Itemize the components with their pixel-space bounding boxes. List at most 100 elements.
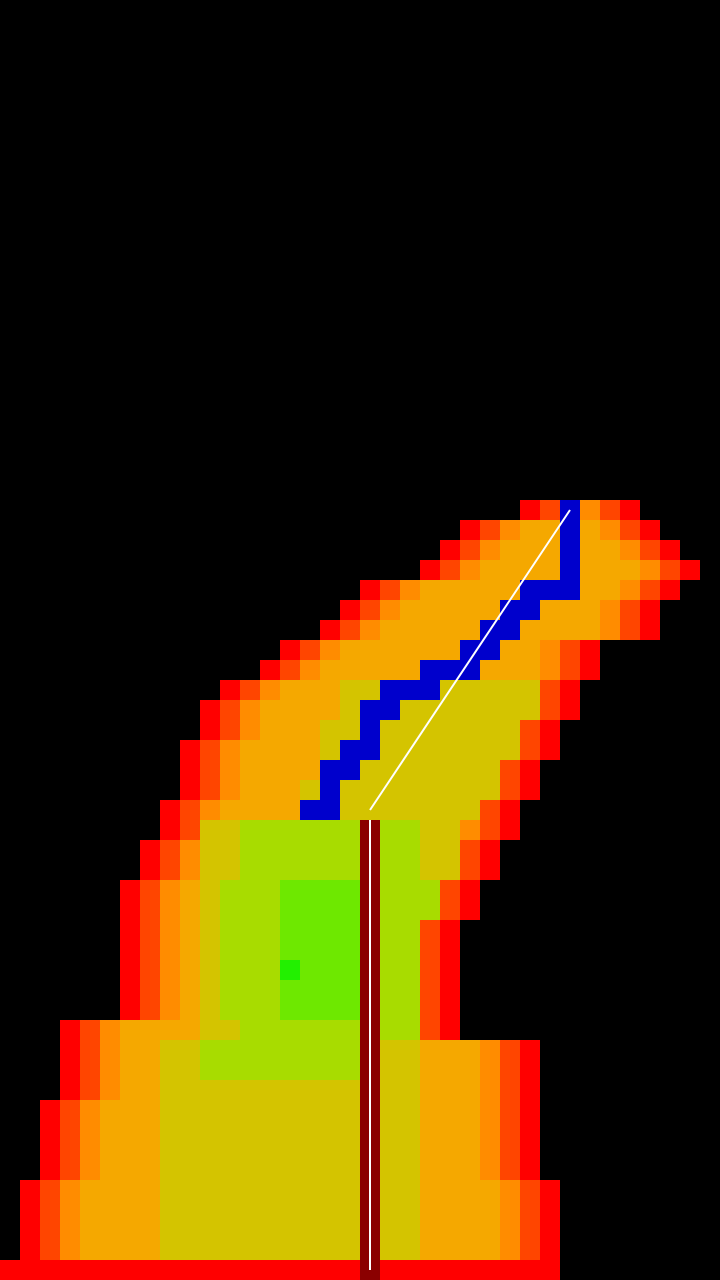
heat-cell — [540, 660, 560, 680]
heat-cell — [240, 860, 260, 880]
heat-cell — [240, 820, 260, 840]
heat-cell — [80, 1040, 100, 1060]
heat-cell — [460, 580, 480, 600]
heat-cell — [340, 680, 360, 700]
heat-cell — [440, 1200, 460, 1220]
heat-cell — [300, 1060, 320, 1080]
path-cell — [360, 740, 380, 760]
heat-cell — [420, 640, 440, 660]
heat-cell — [480, 820, 500, 840]
heat-cell — [240, 1120, 260, 1140]
heat-cell — [300, 700, 320, 720]
heat-cell — [140, 1040, 160, 1060]
heat-cell — [380, 580, 400, 600]
heat-cell — [420, 1160, 440, 1180]
heat-cell — [560, 600, 580, 620]
heat-cell — [420, 1140, 440, 1160]
heat-cell — [80, 1180, 100, 1200]
heat-cell — [80, 1120, 100, 1140]
heat-cell — [520, 1120, 540, 1140]
heat-cell — [280, 1020, 300, 1040]
heat-cell — [280, 880, 300, 900]
heat-cell — [40, 1140, 60, 1160]
heat-cell — [260, 1220, 280, 1240]
heat-cell — [440, 640, 460, 660]
heat-cell — [280, 1240, 300, 1260]
heat-cell — [340, 980, 360, 1000]
heat-cell — [460, 740, 480, 760]
heat-cell — [400, 620, 420, 640]
heat-cell — [480, 860, 500, 880]
heat-cell — [100, 1040, 120, 1060]
heat-cell — [400, 600, 420, 620]
heat-cell — [460, 600, 480, 620]
heat-cell — [200, 820, 220, 840]
heat-cell — [320, 1120, 340, 1140]
heat-cell — [220, 1000, 240, 1020]
heat-cell — [100, 1220, 120, 1240]
heat-cell — [460, 1220, 480, 1240]
heat-cell — [220, 720, 240, 740]
heat-cell — [340, 940, 360, 960]
heat-cell — [300, 680, 320, 700]
heat-cell — [380, 620, 400, 640]
heat-cell — [180, 980, 200, 1000]
heat-cell — [160, 1200, 180, 1220]
heat-cell — [40, 1220, 60, 1240]
heat-cell — [440, 620, 460, 640]
heat-cell — [200, 960, 220, 980]
heat-cell — [320, 740, 340, 760]
heat-cell — [140, 940, 160, 960]
heat-cell — [200, 760, 220, 780]
heat-cell — [320, 820, 340, 840]
heat-cell — [260, 920, 280, 940]
heat-cell — [320, 1140, 340, 1160]
heat-cell — [680, 560, 700, 580]
heat-cell — [80, 1160, 100, 1180]
heat-cell — [640, 600, 660, 620]
heat-cell — [160, 900, 180, 920]
stem-pole-icon — [360, 820, 380, 1280]
heat-cell — [540, 620, 560, 640]
heat-cell — [200, 1220, 220, 1240]
heat-cell — [160, 1240, 180, 1260]
heat-cell — [360, 640, 380, 660]
heat-cell — [400, 780, 420, 800]
heat-cell — [520, 660, 540, 680]
heat-cell — [240, 1240, 260, 1260]
heat-cell — [240, 700, 260, 720]
heat-cell — [140, 880, 160, 900]
heat-cell — [120, 880, 140, 900]
heat-cell — [120, 1220, 140, 1240]
heat-cell — [480, 1200, 500, 1220]
heat-cell — [460, 1200, 480, 1220]
heat-cell — [140, 1180, 160, 1200]
heat-cell — [340, 900, 360, 920]
heat-cell — [340, 1100, 360, 1120]
heat-cell — [180, 960, 200, 980]
heat-cell — [440, 800, 460, 820]
heat-cell — [160, 860, 180, 880]
heat-cell — [40, 1200, 60, 1220]
heat-cell — [280, 1200, 300, 1220]
heat-cell — [420, 820, 440, 840]
heat-cell — [500, 1140, 520, 1160]
heat-cell — [540, 600, 560, 620]
heat-cell — [240, 740, 260, 760]
heat-cell — [440, 740, 460, 760]
heat-cell — [260, 940, 280, 960]
heat-cell — [480, 580, 500, 600]
heat-cell — [380, 1140, 400, 1160]
heat-cell — [380, 900, 400, 920]
heat-cell — [80, 1220, 100, 1240]
heat-cell — [180, 1240, 200, 1260]
heat-cell — [400, 860, 420, 880]
heat-cell — [520, 540, 540, 560]
heat-cell — [220, 1120, 240, 1140]
heat-cell — [500, 680, 520, 700]
heat-cell — [260, 660, 280, 680]
heat-cell — [440, 840, 460, 860]
heat-cell — [240, 780, 260, 800]
heat-cell — [180, 760, 200, 780]
